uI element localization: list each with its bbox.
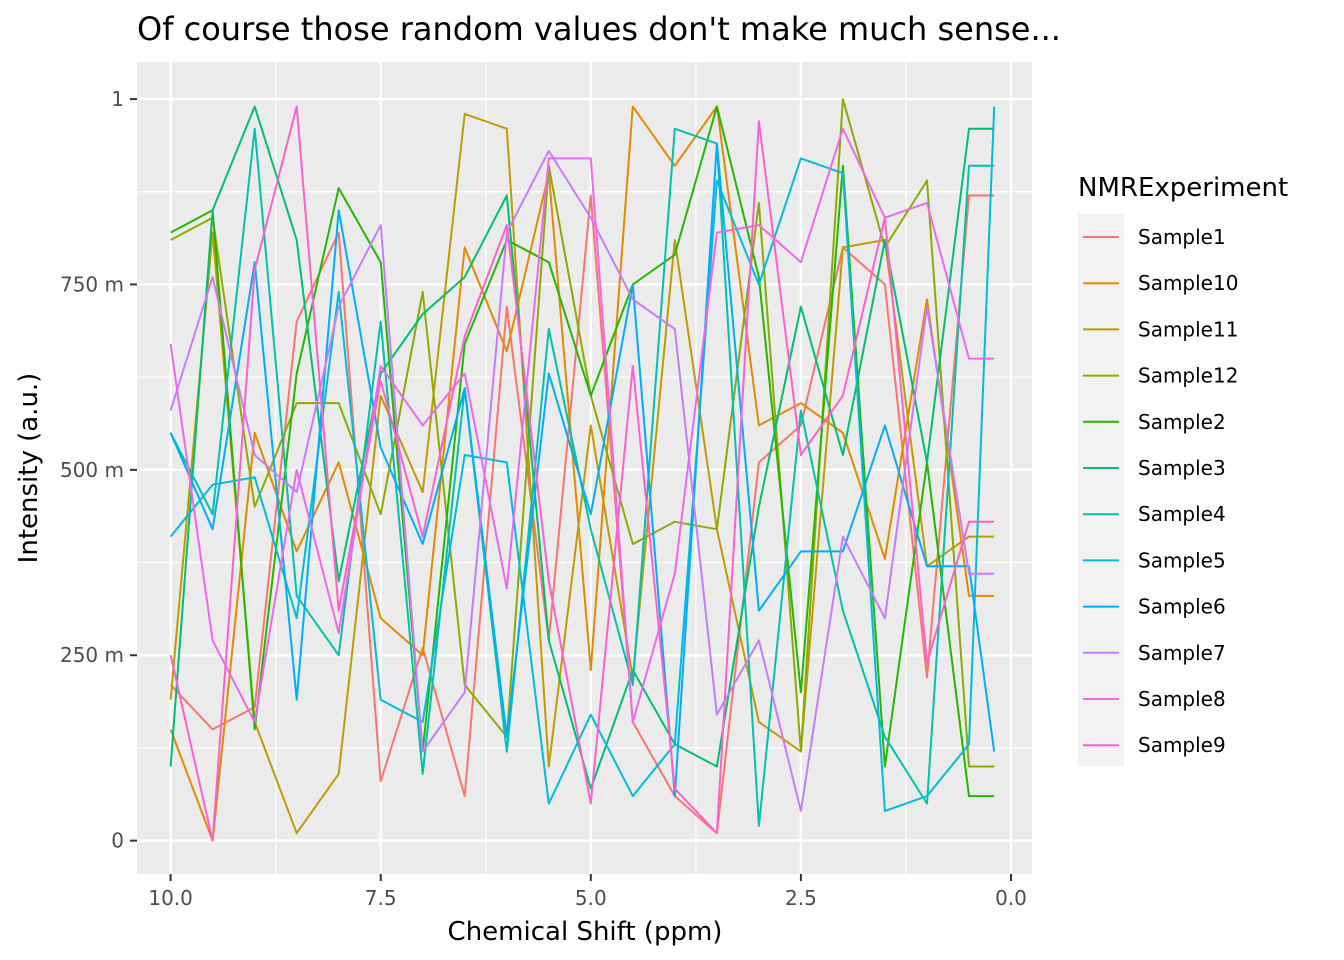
- legend-label: Sample1: [1138, 225, 1226, 249]
- legend-label: Sample10: [1138, 271, 1238, 295]
- x-tick-label: 2.5: [785, 886, 817, 910]
- series-line-sample3: [169, 105, 995, 790]
- series-line-sample6: [169, 142, 996, 798]
- series-line-sample4: [169, 127, 995, 827]
- x-tick-label: 7.5: [365, 886, 397, 910]
- legend-label: Sample11: [1138, 317, 1238, 341]
- y-tick-label: 500 m: [60, 458, 124, 482]
- legend-label: Sample4: [1138, 502, 1226, 526]
- y-tick-label: 1: [111, 87, 124, 111]
- series-lines: [169, 98, 996, 842]
- series-line-sample2: [170, 105, 995, 798]
- y-axis-label: Intensity (a.u.): [14, 373, 44, 564]
- legend: NMRExperiment Sample1Sample10Sample11Sam…: [1078, 173, 1288, 766]
- legend-label: Sample9: [1138, 733, 1226, 757]
- x-axis-label: Chemical Shift (ppm): [448, 917, 723, 947]
- x-tick-label: 5.0: [575, 886, 607, 910]
- series-line-sample8: [169, 127, 995, 723]
- legend-label: Sample3: [1138, 456, 1226, 480]
- legend-key-background: [1078, 214, 1124, 766]
- x-tick-label: 0.0: [995, 886, 1027, 910]
- series-line-sample1: [169, 194, 995, 835]
- legend-label: Sample8: [1138, 687, 1226, 711]
- y-tick-label: 0: [111, 829, 124, 853]
- series-line-sample7: [169, 150, 995, 812]
- legend-title: NMRExperiment: [1078, 173, 1288, 203]
- legend-label: Sample5: [1138, 548, 1226, 572]
- x-axis: 10.0 7.5 5.0 2.5 0.0: [148, 874, 1027, 910]
- series-line-sample11: [169, 112, 995, 835]
- legend-label: Sample6: [1138, 595, 1226, 619]
- legend-label: Sample2: [1138, 410, 1226, 434]
- y-tick-label: 750 m: [60, 272, 124, 296]
- series-line-sample9: [169, 105, 995, 842]
- y-tick-label: 250 m: [60, 643, 124, 667]
- legend-items: Sample1 Sample10 Sample11 Sample12 Sample2 Sa…: [1083, 225, 1238, 757]
- legend-label: Sample12: [1138, 364, 1238, 388]
- legend-label: Sample7: [1138, 641, 1226, 665]
- x-tick-label: 10.0: [148, 886, 193, 910]
- chart-title: Of course those random values don't make…: [137, 10, 1061, 48]
- series-line-sample5: [169, 106, 996, 812]
- y-axis: 0 250 m 500 m 750 m 1: [60, 87, 137, 853]
